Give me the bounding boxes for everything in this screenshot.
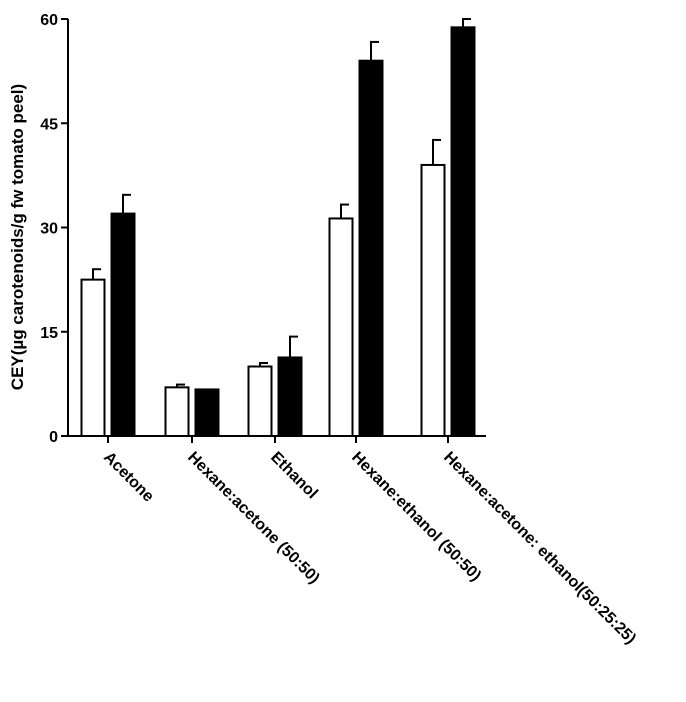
y-tick-label: 30 bbox=[40, 221, 58, 238]
category-label: Hexane:acetone: ethanol(50:25:25) bbox=[440, 449, 639, 648]
bar-series1-0 bbox=[80, 278, 106, 437]
bar-series2-2 bbox=[277, 356, 303, 437]
category-label: Hexane:acetone (50:50) bbox=[184, 449, 322, 587]
y-tick-label: 15 bbox=[40, 325, 58, 342]
bars-group bbox=[80, 18, 476, 438]
category-label: Acetone bbox=[100, 449, 157, 506]
bar-series1-2 bbox=[247, 365, 273, 437]
bar-series1-4 bbox=[420, 163, 446, 437]
bar-series1-3 bbox=[328, 217, 354, 437]
bar-series1-1 bbox=[164, 386, 190, 438]
category-label: Ethanol bbox=[267, 449, 321, 503]
bar-series2-0 bbox=[110, 212, 136, 437]
y-axis-label: CEY(µg carotenoids/g fw tomato peel) bbox=[8, 84, 27, 390]
category-labels-group: Acetone Hexane:acetone (50:50)Ethanol Hexa… bbox=[100, 449, 639, 648]
bar-series2-3 bbox=[358, 59, 384, 437]
y-tick-label: 0 bbox=[49, 429, 58, 446]
y-tick-label: 60 bbox=[40, 12, 58, 29]
y-ticks-group: 0 15 30 45 60 bbox=[40, 12, 68, 446]
y-tick-label: 45 bbox=[40, 116, 58, 133]
bar-series2-4 bbox=[450, 26, 476, 438]
bar-series2-1 bbox=[194, 388, 220, 437]
